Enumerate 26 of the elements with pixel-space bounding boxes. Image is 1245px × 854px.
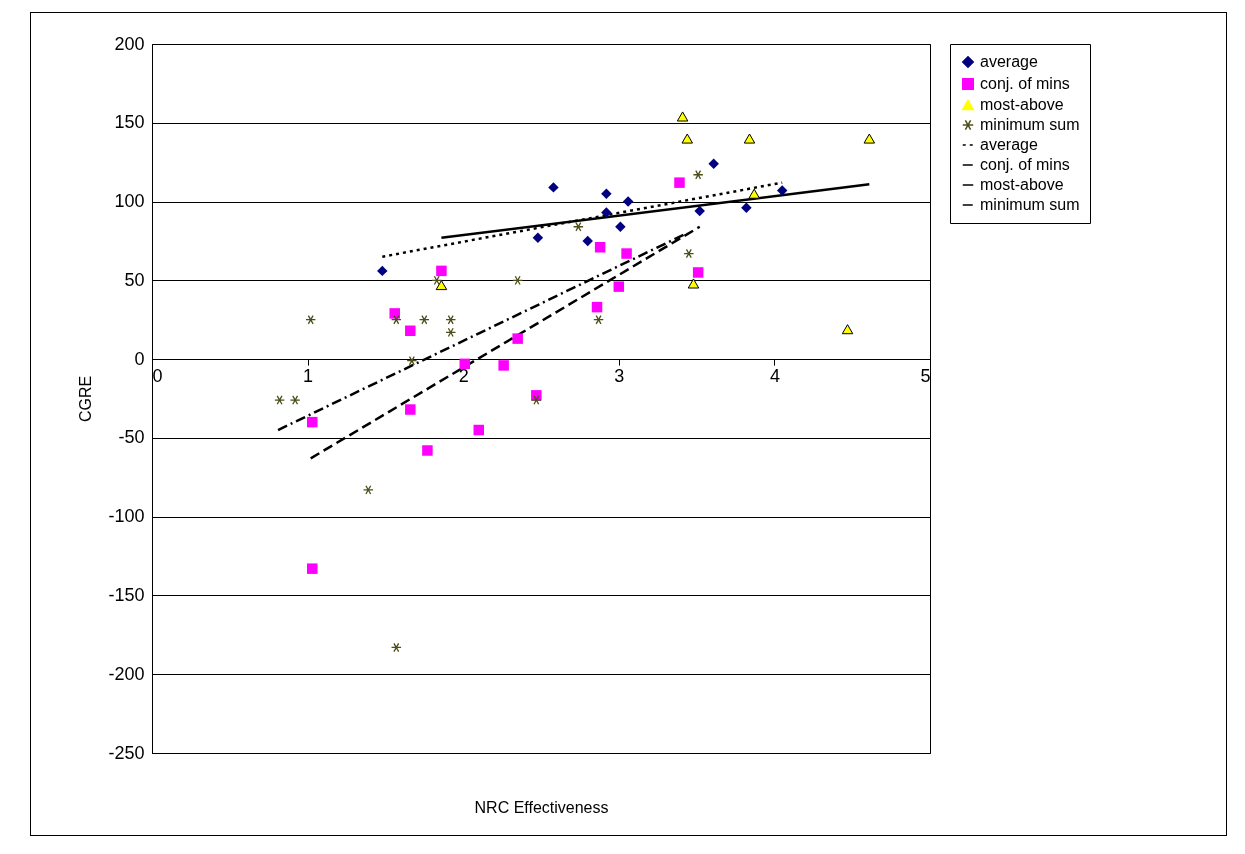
legend-label: most-above bbox=[980, 176, 1064, 193]
legend-label: average bbox=[980, 53, 1038, 70]
y-tick-label: 0 bbox=[134, 348, 145, 369]
y-tick-label: 200 bbox=[114, 33, 145, 54]
legend-label: minimum sum bbox=[980, 116, 1080, 133]
y-tick-label: 150 bbox=[114, 112, 145, 133]
legend-label: average bbox=[980, 136, 1038, 153]
y-tick-label: -100 bbox=[108, 506, 145, 527]
y-axis-title: CGRE bbox=[77, 375, 95, 423]
x-tick-label: 4 bbox=[769, 365, 780, 386]
y-tick-label: -200 bbox=[108, 663, 145, 684]
x-tick-label: 3 bbox=[614, 365, 625, 386]
y-tick-label: -250 bbox=[108, 742, 145, 763]
y-tick-label: 50 bbox=[124, 269, 145, 290]
y-tick-label: -150 bbox=[108, 584, 145, 605]
legend-label: conj. of mins bbox=[980, 156, 1070, 173]
y-tick-label: -50 bbox=[118, 427, 145, 448]
x-tick-label: 1 bbox=[303, 365, 314, 386]
x-tick-label: 2 bbox=[458, 365, 469, 386]
legend-label: conj. of mins bbox=[980, 75, 1070, 92]
legend-label: minimum sum bbox=[980, 196, 1080, 213]
legend-label: most-above bbox=[980, 96, 1064, 113]
x-tick-label: 5 bbox=[920, 365, 931, 386]
x-tick-label: 0 bbox=[152, 365, 163, 386]
x-axis-title: NRC Effectiveness bbox=[474, 798, 609, 816]
y-tick-label: 100 bbox=[114, 191, 145, 212]
